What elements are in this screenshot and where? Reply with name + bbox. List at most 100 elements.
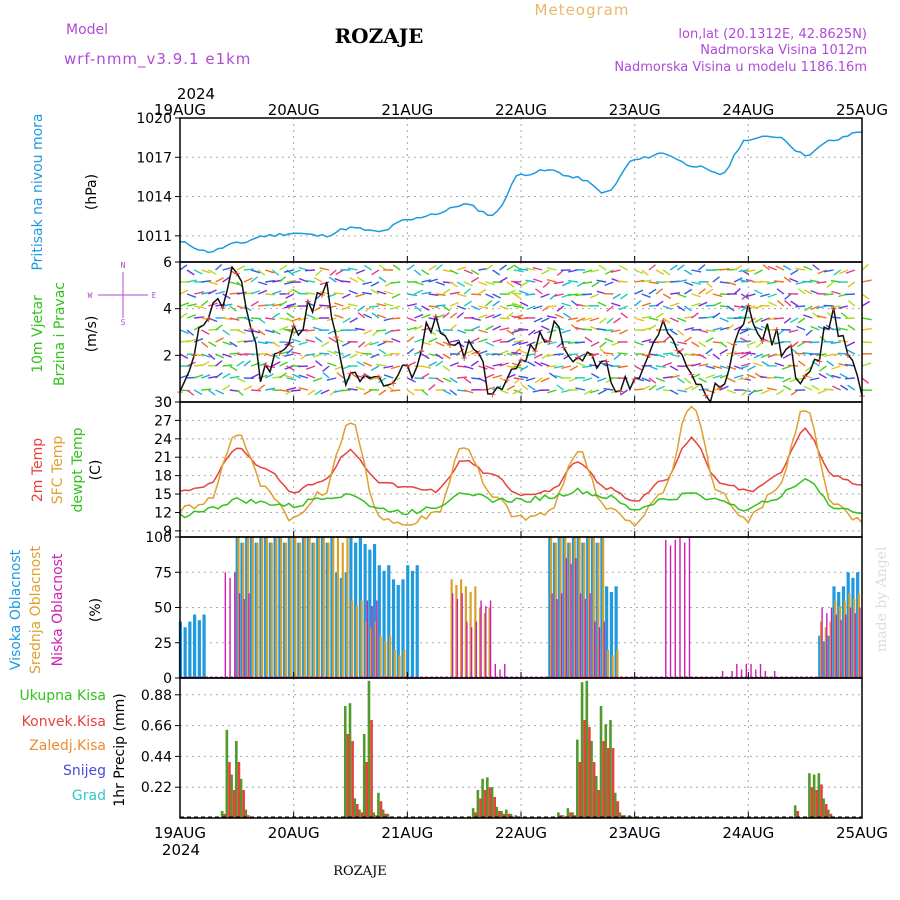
wind-arrow (861, 300, 871, 307)
wind-arrow (265, 329, 275, 334)
wind-gust-marker: + (674, 344, 681, 357)
wind-arrow (790, 269, 799, 276)
wind-arrow (589, 389, 600, 394)
wind-arrow (790, 341, 799, 348)
cloud-low-bar (755, 669, 757, 678)
wind-arrow (599, 317, 607, 324)
cloud-mid-bar (280, 537, 283, 678)
wind-arrow (812, 312, 820, 319)
wind-arrow (603, 329, 614, 332)
wind-arrow (641, 353, 651, 359)
wind-arrow (684, 353, 695, 357)
cloud-high-bar (306, 537, 310, 678)
wind-arrow (485, 264, 494, 271)
cloud-low-bar (745, 663, 747, 678)
wind-arrow (597, 301, 607, 307)
wind-arrow (532, 305, 543, 310)
precip-total-bar (585, 680, 589, 818)
wind-arrow (803, 385, 813, 391)
wind-arrow (518, 341, 529, 346)
wind-gust-marker: + (276, 346, 283, 359)
wind-arrow (606, 317, 614, 324)
precip-conv-bar (488, 787, 492, 818)
wind-arrow (549, 372, 557, 379)
cloud-low-ylabel: Niska Oblacnost (50, 553, 66, 666)
wind-arrow (349, 317, 358, 323)
wind-arrow (796, 325, 806, 331)
cloud-high-bar (396, 584, 400, 678)
cloud-high-bar (320, 537, 325, 678)
wind-arrow (556, 305, 565, 312)
dewpoint-line (179, 477, 863, 519)
cloud-mid-bar (829, 621, 832, 678)
wind-arrow (782, 377, 792, 383)
cloud-mid-bar (332, 537, 335, 678)
cloud-low-bar (849, 607, 852, 678)
wind-arrow (271, 341, 280, 348)
wind-arrow (229, 375, 240, 379)
wind-arrow (368, 305, 380, 308)
pressure-line (179, 131, 862, 254)
wind-arrow (186, 293, 197, 298)
wind-arrow (236, 339, 247, 343)
precip-conv-bar (583, 720, 586, 818)
wind-arrow (738, 377, 749, 381)
cloud-low-bar (489, 600, 492, 678)
wind-arrow (421, 291, 432, 295)
wind-arrow (553, 293, 564, 297)
wind-gust-marker: + (844, 348, 851, 361)
cloud-mid-bar (573, 537, 576, 678)
wind-arrow (229, 317, 240, 321)
wind-arrow (312, 353, 323, 358)
wind-arrow (286, 317, 295, 324)
wind-arrow (186, 314, 197, 319)
wind-arrow (767, 387, 777, 391)
wind-arrow (546, 305, 557, 308)
x-tick-bottom: 19AUG (154, 824, 206, 842)
wind-arrow (362, 281, 372, 286)
cloud-high-bar (600, 537, 604, 678)
cloud-mid-bar (616, 649, 619, 678)
wind-arrow (837, 352, 848, 355)
wind-arrow (762, 264, 771, 271)
wind-arrow (421, 372, 430, 379)
precip-conv-bar (247, 815, 250, 818)
wind-arrow (833, 269, 842, 276)
pressure-tick-label: 1014 (136, 190, 172, 206)
wind-arrow (746, 341, 756, 347)
wind-arrow (298, 386, 309, 391)
wind-arrow (378, 264, 387, 271)
wind-arrow (442, 269, 453, 273)
wind-arrow (569, 365, 579, 371)
wind-arrow (691, 281, 702, 285)
wind-arrow (414, 313, 424, 319)
wind-arrow (229, 365, 238, 372)
wind-arrow (305, 279, 316, 283)
watermark: made by Angel (874, 546, 890, 652)
wind-arrow (738, 316, 749, 319)
wind-arrow (284, 353, 294, 357)
wind-arrow (390, 317, 401, 320)
wind-arrow (257, 317, 266, 324)
precip-conv-bar (611, 748, 615, 818)
wind-arrow (250, 373, 260, 379)
wind-arrow (283, 269, 294, 273)
wind-arrow (567, 293, 578, 297)
wind-arrow (619, 265, 628, 271)
wind-arrow (590, 293, 600, 299)
cloud-mid-bar (289, 537, 292, 678)
cloud-mid-bar (308, 537, 311, 678)
wind-arrow (775, 265, 785, 271)
wind-arrow (286, 348, 294, 355)
wind-arrow (773, 317, 784, 320)
cloud-mid-bar (336, 537, 340, 678)
cloud-low-bar (376, 600, 378, 678)
wind-arrow (506, 281, 515, 288)
wind-arrow (776, 288, 785, 295)
precip-conv-bar (237, 762, 241, 818)
cloud-low-bar (835, 614, 837, 678)
wind-arrow (669, 353, 680, 358)
wind-arrow (619, 329, 628, 335)
precip-conv-bar (588, 727, 591, 818)
cloud-high-bar (562, 537, 566, 678)
